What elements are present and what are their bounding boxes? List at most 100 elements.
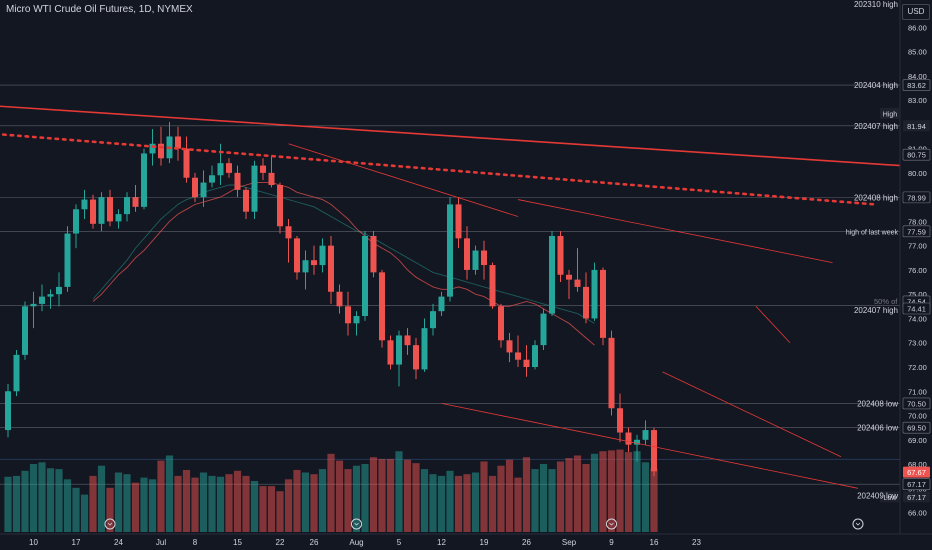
- level-label: 202409 low: [857, 492, 898, 501]
- volume-bar: [633, 451, 641, 532]
- volume-bar: [590, 453, 599, 532]
- volume-bar: [21, 470, 29, 532]
- volume-bar: [63, 479, 72, 532]
- candle-body: [81, 199, 88, 210]
- event-marker-icon[interactable]: [606, 518, 617, 530]
- candle-body: [540, 313, 547, 346]
- price-tag: [902, 191, 931, 204]
- event-marker-icon[interactable]: [852, 518, 864, 530]
- y-tick-label: 72.00: [908, 363, 927, 372]
- price-tag-label: 67.67: [907, 468, 926, 477]
- volume-bar: [522, 457, 531, 532]
- price-tag-label: 67.17: [907, 493, 926, 502]
- candle-body: [336, 291, 343, 307]
- volume-bar: [488, 475, 497, 532]
- candle-body: [379, 272, 385, 341]
- volume-bar: [148, 479, 157, 532]
- candle-body: [438, 296, 445, 312]
- candle-body: [328, 245, 334, 292]
- candle-body: [515, 352, 521, 360]
- volume-bar: [548, 469, 556, 532]
- price-tag-label: 70.50: [907, 399, 926, 408]
- candle-body: [455, 204, 462, 239]
- candle-body: [149, 143, 156, 154]
- level-label: 202404 high: [854, 81, 898, 90]
- x-tick-label: 8: [193, 538, 198, 547]
- candle-body: [319, 245, 326, 266]
- candle-body: [217, 163, 224, 176]
- volume-bar: [225, 474, 233, 532]
- volume-bar: [199, 472, 208, 532]
- candle-body: [268, 172, 275, 185]
- volume-bar: [165, 455, 174, 532]
- volume-bar: [624, 452, 633, 532]
- price-tag: [902, 148, 931, 161]
- volume-bar: [174, 475, 182, 532]
- candle-body: [192, 177, 198, 198]
- candle-body: [523, 359, 530, 367]
- event-marker-icon[interactable]: [104, 518, 116, 530]
- volume-bar: [191, 477, 199, 532]
- candle-body: [642, 430, 649, 440]
- candle-body: [600, 269, 606, 338]
- price-tag: [902, 302, 931, 315]
- candle-body: [430, 311, 436, 329]
- trend-line: [0, 132, 877, 206]
- candle-body: [489, 265, 496, 307]
- price-tag-label: 77.59: [907, 227, 926, 236]
- candle-body: [73, 209, 79, 234]
- candle-body: [447, 204, 453, 297]
- level-label: 202406 low: [857, 424, 898, 433]
- candle-body: [481, 250, 487, 266]
- volume-bar: [454, 475, 463, 532]
- candle-body: [98, 197, 105, 224]
- volume-bar: [471, 472, 480, 532]
- candle-body: [285, 226, 292, 239]
- volume-bar: [38, 462, 46, 532]
- event-marker-icon[interactable]: [351, 518, 362, 530]
- price-tag-label: 67.17: [907, 480, 926, 489]
- candle-body: [277, 184, 283, 227]
- y-tick-label: 76.00: [908, 266, 927, 275]
- x-tick-label: 19: [480, 538, 489, 547]
- volume-bar: [556, 461, 565, 532]
- price-tag: [902, 421, 931, 434]
- candle-body: [39, 296, 45, 304]
- y-tick-label: 75.00: [908, 290, 927, 299]
- candle-body: [634, 439, 640, 445]
- x-tick-label: 26: [522, 538, 531, 547]
- volume-bar: [89, 475, 97, 532]
- volume-bar: [531, 469, 539, 532]
- candle-body: [617, 408, 623, 433]
- candle-body: [345, 306, 351, 324]
- candle-body: [124, 197, 130, 215]
- y-tick-label: 69.00: [908, 436, 927, 445]
- candle-body: [183, 148, 190, 178]
- volume-bar: [599, 451, 607, 532]
- level-label: 202407 high: [854, 306, 898, 315]
- level-label: 202310 high: [854, 0, 898, 9]
- y-tick-label: 84.00: [908, 72, 927, 81]
- candle-body: [472, 250, 479, 270]
- candle-body: [362, 235, 368, 317]
- x-tick-label: 5: [397, 538, 402, 547]
- candle-body: [608, 337, 615, 409]
- candle-body: [464, 238, 470, 270]
- volume-bar: [276, 491, 284, 532]
- y-tick-label: 86.00: [908, 23, 927, 32]
- volume-bar: [301, 472, 310, 532]
- candle-body: [90, 199, 96, 224]
- volume-bar: [480, 461, 488, 532]
- volume-bar: [250, 481, 259, 532]
- volume-bar: [4, 476, 12, 532]
- volume-bar: [12, 475, 21, 532]
- volume-bar: [318, 469, 327, 532]
- volume-bar: [539, 464, 548, 532]
- volume-bar: [352, 465, 361, 532]
- currency-selector[interactable]: USD: [902, 4, 930, 20]
- candle-body: [591, 269, 598, 319]
- volume-bar: [344, 469, 352, 532]
- volume-bar: [369, 457, 378, 532]
